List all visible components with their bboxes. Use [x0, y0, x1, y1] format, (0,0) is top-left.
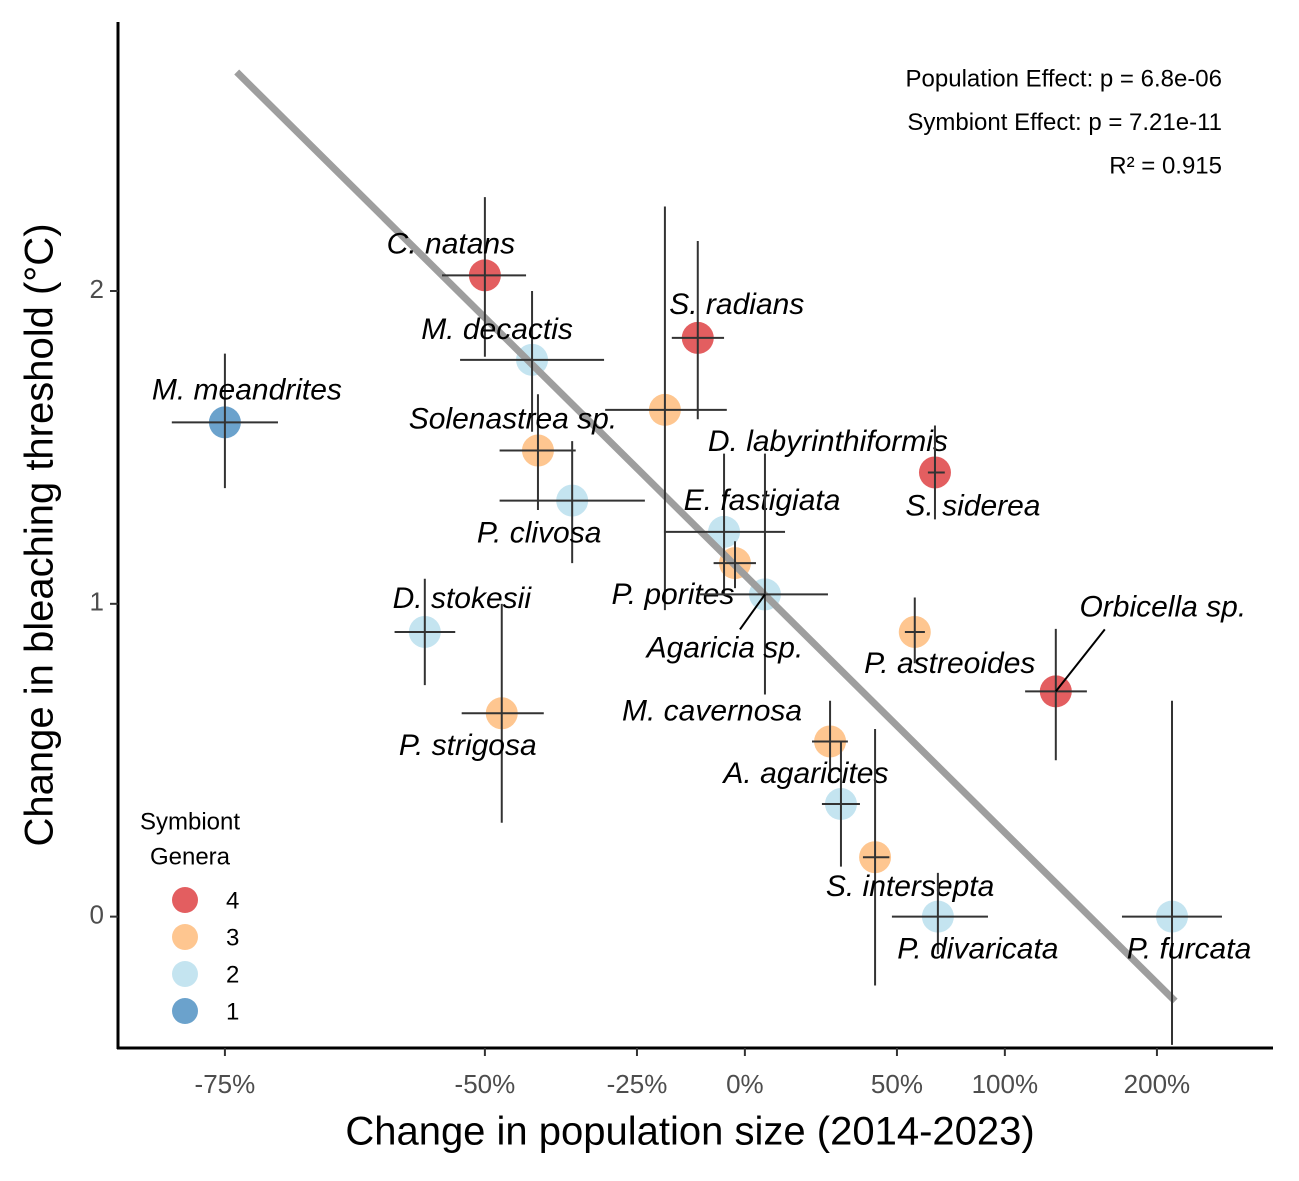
point-label: S. siderea: [905, 489, 1040, 522]
point-label: E. fastigiata: [684, 484, 841, 517]
point-label: P. astreoides: [864, 647, 1035, 680]
point-label: D. stokesii: [393, 582, 533, 615]
x-tick-label: -50%: [455, 1069, 516, 1099]
y-axis-title: Change in bleaching threshold (°C): [18, 223, 62, 846]
y-tick-label: 2: [90, 274, 104, 304]
legend-swatch: [172, 887, 198, 913]
x-axis-title: Change in population size (2014-2023): [345, 1110, 1034, 1154]
point-label: D. labyrinthiformis: [708, 425, 948, 458]
y-tick-label: 1: [90, 587, 104, 617]
point-label: P. furcata: [1127, 933, 1252, 966]
point-label: P. clivosa: [477, 517, 602, 550]
point-label: M. decactis: [421, 313, 573, 346]
label-leader: [1055, 628, 1106, 693]
point-label: Solenastrea sp.: [409, 402, 617, 435]
x-tick-label: -25%: [607, 1069, 668, 1099]
point-label: S. intersepta: [826, 870, 994, 903]
point-label: Orbicella sp.: [1079, 590, 1246, 623]
point-label: A. agaricites: [721, 757, 888, 790]
x-tick-label: 200%: [1124, 1069, 1191, 1099]
point-label: M. cavernosa: [622, 694, 802, 727]
legend-title: Symbiont: [140, 808, 240, 835]
point-label: M. meandrites: [152, 373, 342, 406]
legend-swatch: [172, 924, 198, 950]
x-tick-label: -75%: [195, 1069, 256, 1099]
x-tick-label: 50%: [871, 1069, 923, 1099]
legend-label: 1: [226, 998, 239, 1025]
legend-swatch: [172, 961, 198, 987]
annotation: Symbiont Effect: p = 7.21e-11: [907, 109, 1222, 136]
annotation: R² = 0.915: [1109, 152, 1222, 179]
legend-title: Genera: [150, 843, 231, 870]
label-leader: [739, 593, 766, 631]
x-tick-label: 100%: [972, 1069, 1039, 1099]
point-label: P. divaricata: [897, 933, 1058, 966]
x-tick-label: 0%: [726, 1069, 764, 1099]
legend-label: 4: [226, 887, 239, 914]
point-label: S. radians: [669, 288, 804, 321]
point-label: P. strigosa: [399, 729, 537, 762]
point-label: Agaricia sp.: [645, 631, 804, 664]
point-label: C. natans: [387, 227, 515, 260]
y-tick-label: 0: [90, 899, 104, 929]
fit-line: [234, 69, 1178, 1004]
annotation: Population Effect: p = 6.8e-06: [906, 65, 1222, 92]
legend-swatch: [172, 998, 198, 1024]
legend-label: 2: [226, 961, 239, 988]
legend-label: 3: [226, 924, 239, 951]
